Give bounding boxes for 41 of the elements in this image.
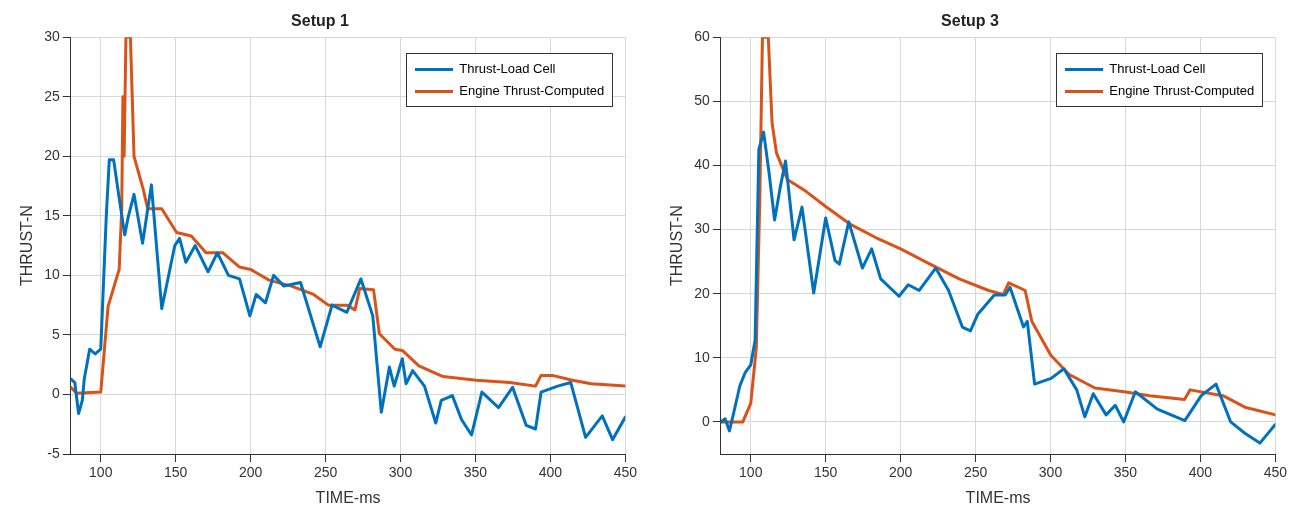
y-axis-title: THRUST-N xyxy=(18,205,36,287)
legend-label: Engine Thrust-Computed xyxy=(459,82,605,101)
y-tick-label: 5 xyxy=(51,325,60,342)
x-axis-title: TIME-ms xyxy=(315,488,381,506)
y-tick-label: 15 xyxy=(44,206,60,223)
x-tick-label: 100 xyxy=(739,464,763,481)
y-tick-label: 0 xyxy=(51,385,60,402)
y-tick-label: 25 xyxy=(44,87,60,104)
x-tick-label: 400 xyxy=(538,464,563,481)
y-tick-label: 20 xyxy=(44,147,60,164)
x-tick-label: 350 xyxy=(1113,464,1138,481)
x-tick-label: 200 xyxy=(238,464,263,481)
x-tick-label: 100 xyxy=(89,464,113,481)
y-tick-label: 10 xyxy=(44,266,60,283)
x-tick-label: 400 xyxy=(1188,464,1213,481)
legend-label: Engine Thrust-Computed xyxy=(1109,82,1255,101)
y-tick-label: 50 xyxy=(694,92,710,109)
y-tick-label: 10 xyxy=(694,348,710,365)
x-tick-label: 150 xyxy=(164,464,188,481)
y-axis-title: THRUST-N xyxy=(668,205,686,287)
y-tick-label: 20 xyxy=(694,284,710,301)
y-tick-label: 0 xyxy=(701,412,710,429)
chart-title: Setup 3 xyxy=(941,12,999,30)
legend-label: Thrust-Load Cell xyxy=(459,60,556,79)
x-tick-label: 150 xyxy=(814,464,838,481)
x-axis-title: TIME-ms xyxy=(965,488,1031,506)
x-tick-label: 450 xyxy=(613,464,638,481)
chart-title: Setup 1 xyxy=(291,12,349,30)
x-tick-label: 350 xyxy=(463,464,488,481)
x-tick-label: 300 xyxy=(388,464,413,481)
x-tick-label: 450 xyxy=(1263,464,1288,481)
x-tick-label: 300 xyxy=(1038,464,1063,481)
x-tick-label: 250 xyxy=(963,464,988,481)
y-tick-label: 60 xyxy=(694,28,710,45)
y-tick-label: 30 xyxy=(44,28,60,45)
y-tick-label: 40 xyxy=(694,156,710,173)
legend-label: Thrust-Load Cell xyxy=(1109,60,1206,79)
y-tick-label: -5 xyxy=(47,444,60,461)
x-tick-label: 250 xyxy=(313,464,338,481)
x-tick-label: 200 xyxy=(888,464,913,481)
y-tick-label: 30 xyxy=(694,220,710,237)
